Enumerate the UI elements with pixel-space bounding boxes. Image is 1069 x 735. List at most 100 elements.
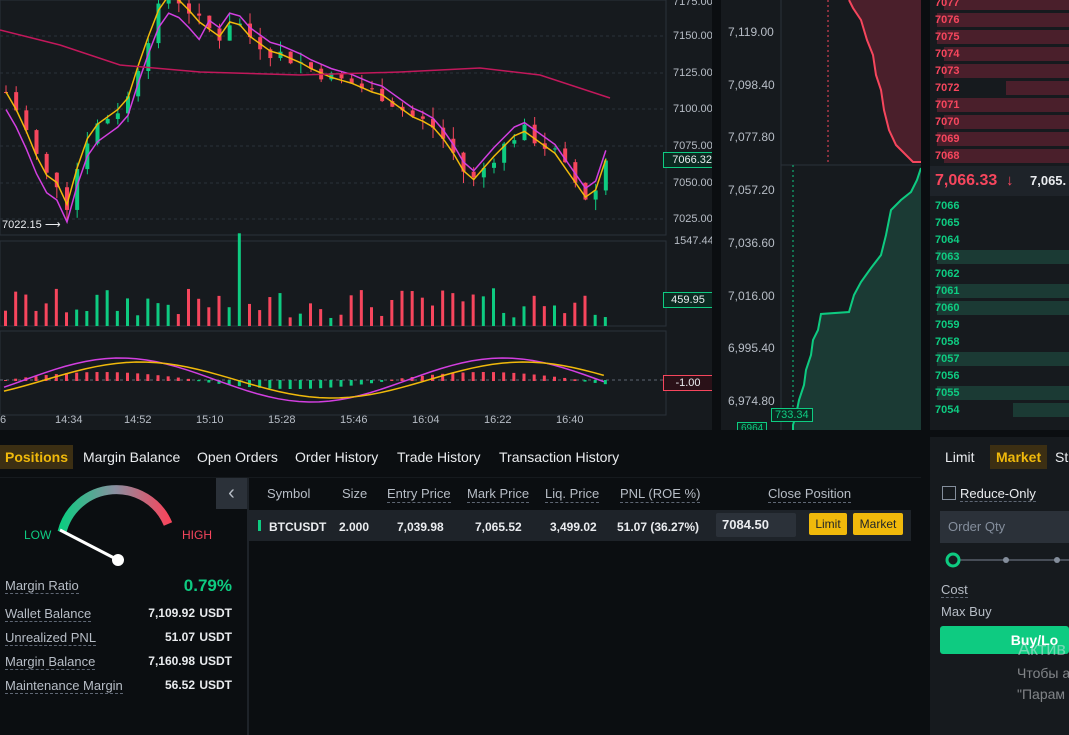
max-buy-label: Max Buy <box>941 604 992 619</box>
divider <box>247 478 249 735</box>
ask-row[interactable]: 7076 <box>930 12 1069 28</box>
table-row <box>249 510 911 541</box>
candle-body <box>329 73 334 80</box>
col-symbol[interactable]: Symbol <box>267 486 311 501</box>
ask-row[interactable]: 7069 <box>930 131 1069 147</box>
gauge-pivot <box>112 554 124 566</box>
ask-row[interactable]: 7074 <box>930 46 1069 62</box>
tab-transaction-history[interactable]: Transaction History <box>499 449 620 465</box>
bid-row[interactable]: 7057 <box>930 351 1069 367</box>
bid-row[interactable]: 7058 <box>930 334 1069 350</box>
volume-bar <box>288 317 292 326</box>
col-pnl[interactable]: PNL (ROE %) <box>620 486 701 503</box>
price-axis: 7175.00 7150.00 7125.00 7100.00 7075.00 … <box>673 0 713 230</box>
close-market-button[interactable]: Market <box>853 513 903 535</box>
close-price-input[interactable]: 7084.50 <box>716 513 796 537</box>
col-liq-price[interactable]: Liq. Price <box>545 486 600 503</box>
chevron-left-icon[interactable]: ‹ <box>216 478 247 509</box>
candle-body <box>44 153 49 173</box>
reduce-only-checkbox[interactable] <box>942 486 956 500</box>
bid-row[interactable]: 7064 <box>930 232 1069 248</box>
tab-stop[interactable]: St <box>1055 449 1069 465</box>
macd-histogram-bar <box>502 372 506 381</box>
ask-price: 7068 <box>935 150 960 162</box>
depth-chart-svg <box>780 0 922 430</box>
volume-bar <box>370 307 373 326</box>
buy-long-button[interactable]: Buy/Lo <box>940 626 1069 654</box>
tab-limit[interactable]: Limit <box>945 449 975 465</box>
tab-market[interactable]: Market <box>990 445 1048 469</box>
ask-row[interactable]: 7073 <box>930 63 1069 79</box>
time-axis-label: 15:46 <box>340 414 368 426</box>
bid-row[interactable]: 7066 <box>930 198 1069 214</box>
long-indicator <box>258 520 261 531</box>
tab-trade-history[interactable]: Trade History <box>397 449 481 465</box>
ask-row[interactable]: 7070 <box>930 114 1069 130</box>
macd-histogram-bar <box>522 373 526 381</box>
price-axis-label: 7125.00 <box>673 67 713 79</box>
bid-row[interactable]: 7055 <box>930 385 1069 401</box>
price-chart-svg[interactable] <box>0 0 712 430</box>
bid-row[interactable]: 7062 <box>930 266 1069 282</box>
bid-row[interactable]: 7060 <box>930 300 1069 316</box>
macd-histogram-bar <box>400 378 404 381</box>
ask-depth-bar <box>943 64 1069 78</box>
volume-bar <box>410 291 414 326</box>
bid-row[interactable]: 7059 <box>930 317 1069 333</box>
volume-bar <box>481 296 485 326</box>
volume-pane <box>0 240 667 327</box>
gauge-low-label: LOW <box>24 528 52 542</box>
bid-price: 7060 <box>935 302 960 314</box>
row-mark-price: 7,065.52 <box>475 520 522 534</box>
candle-body <box>248 23 252 38</box>
bid-price: 7061 <box>935 285 960 297</box>
volume-bar <box>85 311 89 326</box>
tab-positions[interactable]: Positions <box>0 445 74 469</box>
bid-row[interactable]: 7056 <box>930 368 1069 384</box>
ask-price: 7077 <box>935 0 960 9</box>
tab-order-history[interactable]: Order History <box>295 449 379 465</box>
macd-histogram-bar <box>146 374 150 381</box>
ask-row[interactable]: 7071 <box>930 97 1069 113</box>
maintenance-margin-row: Maintenance Margin 56.52 USDT <box>5 678 240 696</box>
ask-price: 7070 <box>935 116 960 128</box>
col-mark-price[interactable]: Mark Price <box>467 486 530 503</box>
depth-qty-tag: 733.34 <box>771 408 813 422</box>
ask-row[interactable]: 7072 <box>930 80 1069 96</box>
ask-row[interactable]: 7075 <box>930 29 1069 45</box>
ask-depth-bar <box>943 47 1069 61</box>
ask-row[interactable]: 7077 <box>930 0 1069 11</box>
close-limit-button[interactable]: Limit <box>809 513 847 535</box>
macd-histogram-bar <box>359 380 363 385</box>
macd-histogram-bar <box>156 375 160 381</box>
slider-handle[interactable] <box>945 552 961 568</box>
time-axis: 6 14:34 14:52 15:10 15:28 15:46 16:04 16… <box>0 414 712 430</box>
bid-price: 7062 <box>935 268 960 280</box>
bid-row[interactable]: 7063 <box>930 249 1069 265</box>
bid-row[interactable]: 7065 <box>930 215 1069 231</box>
col-close-position[interactable]: Close Position <box>768 486 852 503</box>
depth-chart[interactable]: 7,119.00 7,098.40 7,077.80 7,057.20 7,03… <box>721 0 922 432</box>
candle-body <box>105 118 110 124</box>
candle-body <box>512 140 517 144</box>
depth-axis-label: 7,057.20 <box>728 183 775 197</box>
volume-bar <box>451 293 455 326</box>
tab-open-orders[interactable]: Open Orders <box>197 449 278 465</box>
bid-row[interactable]: 7061 <box>930 283 1069 299</box>
order-book[interactable]: 7077 7076 7075 7074 7073 7072 7071 7070 7069 7068… <box>930 0 1069 430</box>
qty-slider[interactable] <box>945 552 1069 568</box>
price-chart[interactable]: 7175.00 7150.00 7125.00 7100.00 7075.00 … <box>0 0 714 430</box>
row-symbol: BTCUSDT <box>269 520 327 534</box>
macd-histogram-bar <box>441 373 445 381</box>
tab-margin-balance[interactable]: Margin Balance <box>83 449 181 465</box>
col-size[interactable]: Size <box>342 486 368 501</box>
time-axis-label: 16:22 <box>484 414 512 426</box>
bid-row[interactable]: 7054 <box>930 402 1069 418</box>
ask-row[interactable]: 7068 <box>930 148 1069 164</box>
time-axis-label: 14:52 <box>124 414 152 426</box>
candle-body <box>359 83 364 89</box>
volume-bar <box>248 303 251 326</box>
col-entry-price[interactable]: Entry Price <box>387 486 451 503</box>
volume-bar <box>14 291 18 326</box>
order-qty-input[interactable]: Order Qty <box>940 511 1069 543</box>
